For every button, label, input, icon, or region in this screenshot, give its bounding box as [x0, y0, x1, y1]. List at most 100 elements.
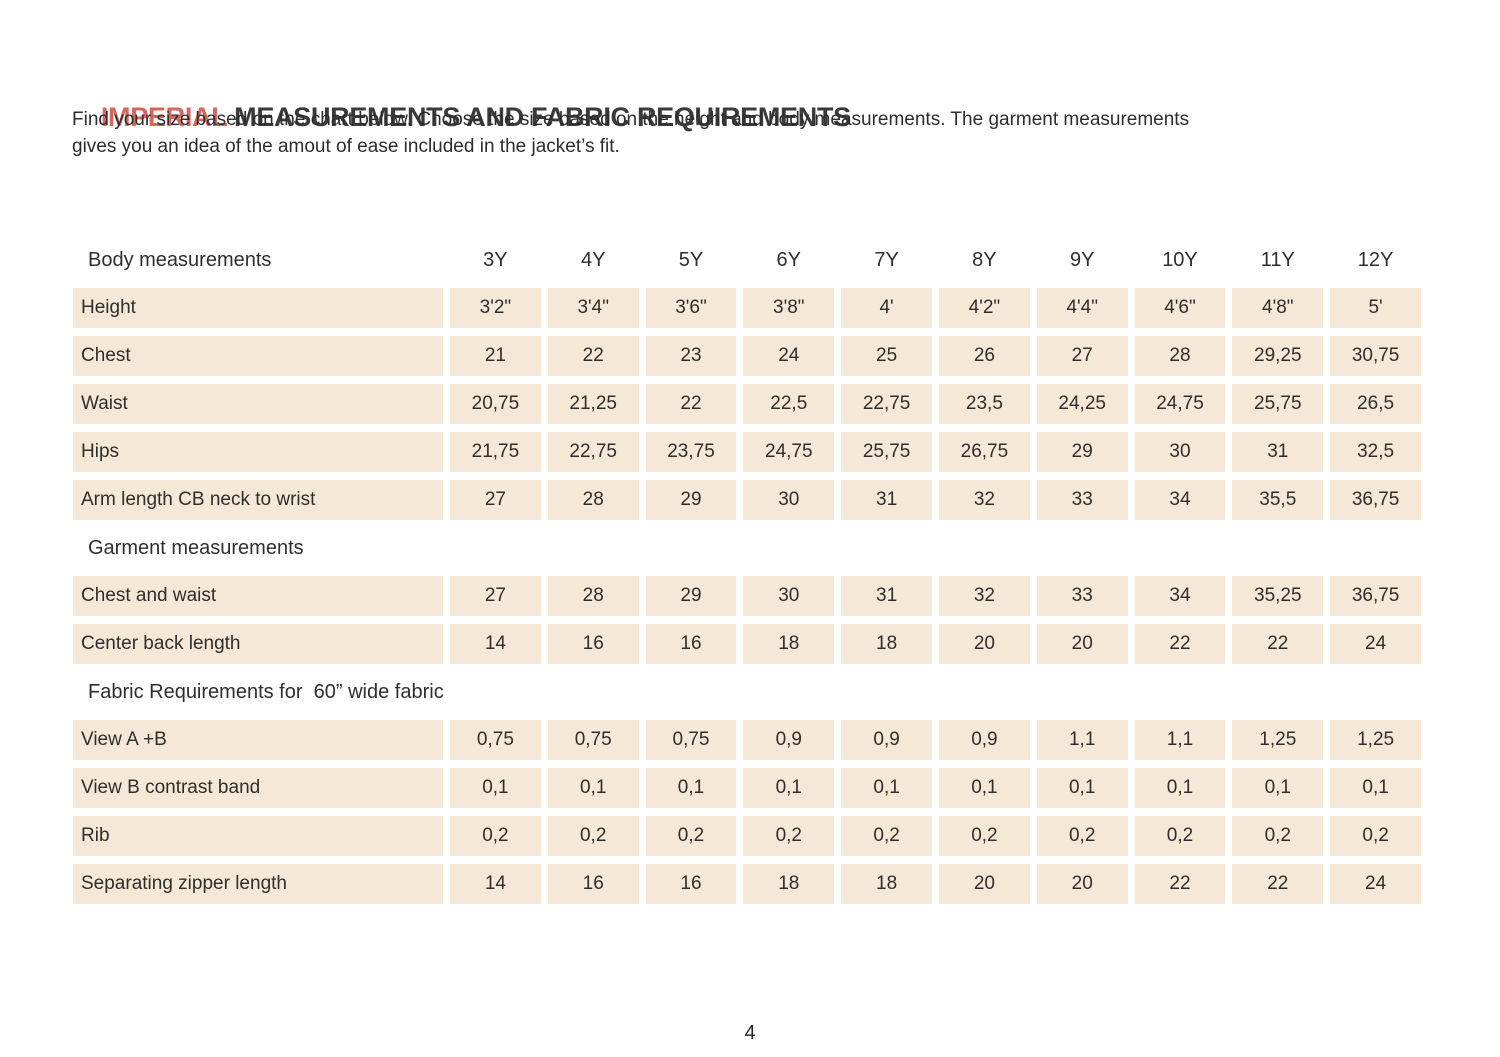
- value-cell: 24: [1330, 624, 1421, 664]
- value-cell: 20: [1036, 864, 1128, 904]
- value-cell: 0,1: [1330, 768, 1421, 808]
- value-cell: 34: [1134, 576, 1226, 616]
- value-cell: 21: [450, 336, 541, 376]
- value-cell: 3'6": [645, 288, 737, 328]
- size-table: Body measurements 3Y 4Y 5Y 6Y 7Y 8Y 9Y 10Y 11Y 12Y…: [73, 240, 1421, 912]
- value-cell: 33: [1036, 576, 1128, 616]
- value-cell: 28: [547, 480, 639, 520]
- value-cell: 0,1: [1036, 768, 1128, 808]
- value-cell: 3'4": [547, 288, 639, 328]
- value-cell: 27: [1036, 336, 1128, 376]
- value-cell: 35,5: [1232, 480, 1324, 520]
- row-label: Rib: [73, 816, 443, 856]
- value-cell: 0,1: [743, 768, 835, 808]
- size-column-header: 12Y: [1357, 248, 1394, 271]
- value-cell: 0,2: [1330, 816, 1421, 856]
- value-cell: 5': [1330, 288, 1421, 328]
- title-highlight: IMPERIAL: [100, 102, 227, 132]
- value-cell: 0,2: [841, 816, 932, 856]
- value-cell: 24: [743, 336, 835, 376]
- table-row: Chest and waist 27 28 29 30 31 32 33 34 35,25 36,7…: [73, 576, 1421, 616]
- section-header-label: Garment measurements: [88, 536, 304, 559]
- table-row: Center back length 14 16 16 18 18 20 20 22 22 24: [73, 624, 1421, 664]
- value-cell: 0,1: [841, 768, 932, 808]
- table-row: Chest 21 22 23 24 25 26 27 28 29,25 30,75: [73, 336, 1421, 376]
- value-cell: 18: [743, 864, 835, 904]
- value-cell: 0,1: [939, 768, 1030, 808]
- size-column-header: 6Y: [776, 248, 802, 271]
- row-label: Waist: [73, 384, 443, 424]
- section-header-row: Garment measurements: [73, 528, 1421, 568]
- value-cell: 36,75: [1330, 576, 1421, 616]
- value-cell: 20,75: [450, 384, 541, 424]
- value-cell: 4': [841, 288, 932, 328]
- value-cell: 28: [1134, 336, 1226, 376]
- value-cell: 0,1: [645, 768, 737, 808]
- table-row: Waist 20,75 21,25 22 22,5 22,75 23,5 24,25 24,75…: [73, 384, 1421, 424]
- row-label: View B contrast band: [73, 768, 443, 808]
- value-cell: 0,2: [645, 816, 737, 856]
- size-column-header: 7Y: [874, 248, 899, 271]
- value-cell: 27: [450, 480, 541, 520]
- value-cell: 4'2": [939, 288, 1030, 328]
- value-cell: 24,75: [1134, 384, 1226, 424]
- value-cell: 25,75: [841, 432, 932, 472]
- value-cell: 25: [841, 336, 932, 376]
- value-cell: 0,75: [450, 720, 541, 760]
- value-cell: 23,75: [645, 432, 737, 472]
- value-cell: 0,2: [1134, 816, 1226, 856]
- section-header-row: Body measurements 3Y 4Y 5Y 6Y 7Y 8Y 9Y 10Y 11Y 12Y: [73, 240, 1421, 280]
- value-cell: 26,75: [939, 432, 1030, 472]
- value-cell: 32: [939, 576, 1030, 616]
- value-cell: 21,75: [450, 432, 541, 472]
- value-cell: 0,2: [939, 816, 1030, 856]
- page-subtitle: Find your size based on the chart below.…: [72, 106, 1189, 160]
- value-cell: 22: [1232, 624, 1324, 664]
- value-cell: 20: [939, 864, 1030, 904]
- value-cell: 20: [939, 624, 1030, 664]
- row-label: Chest and waist: [73, 576, 443, 616]
- value-cell: 16: [547, 864, 639, 904]
- row-label: Chest: [73, 336, 443, 376]
- value-cell: 22: [1232, 864, 1324, 904]
- subtitle-line-1: Find your size based on the chart below.…: [72, 109, 1190, 130]
- value-cell: 0,9: [743, 720, 835, 760]
- value-cell: 33: [1036, 480, 1128, 520]
- value-cell: 0,2: [743, 816, 835, 856]
- table-row: Arm length CB neck to wrist 27 28 29 30 31 32 3…: [73, 480, 1421, 520]
- table-row: View B contrast band 0,1 0,1 0,1 0,1 0,1 0,1 0,…: [73, 768, 1421, 808]
- row-label: Center back length: [73, 624, 443, 664]
- value-cell: 32: [939, 480, 1030, 520]
- value-cell: 24: [1330, 864, 1421, 904]
- value-cell: 0,1: [547, 768, 639, 808]
- size-column-header: 4Y: [580, 248, 606, 271]
- value-cell: 31: [1232, 432, 1324, 472]
- table-row: Separating zipper length 14 16 16 18 18 20 20 22…: [73, 864, 1421, 904]
- value-cell: 0,1: [450, 768, 541, 808]
- value-cell: 25,75: [1232, 384, 1324, 424]
- value-cell: 18: [841, 624, 932, 664]
- value-cell: 0,1: [1232, 768, 1324, 808]
- value-cell: 1,1: [1036, 720, 1128, 760]
- row-label: View A +B: [73, 720, 443, 760]
- size-column-header: 10Y: [1162, 248, 1198, 271]
- value-cell: 0,9: [939, 720, 1030, 760]
- value-cell: 30: [743, 576, 835, 616]
- value-cell: 0,9: [841, 720, 932, 760]
- value-cell: 22: [547, 336, 639, 376]
- value-cell: 30,75: [1330, 336, 1421, 376]
- value-cell: 0,1: [1134, 768, 1226, 808]
- value-cell: 0,75: [645, 720, 737, 760]
- size-column-header: 3Y: [483, 248, 508, 271]
- size-column-header: 11Y: [1260, 248, 1295, 271]
- value-cell: 32,5: [1330, 432, 1421, 472]
- value-cell: 18: [743, 624, 835, 664]
- row-label: Arm length CB neck to wrist: [73, 480, 443, 520]
- size-column-header: 9Y: [1069, 248, 1095, 271]
- value-cell: 26,5: [1330, 384, 1421, 424]
- value-cell: 29: [645, 480, 737, 520]
- value-cell: 30: [1134, 432, 1226, 472]
- value-cell: 1,25: [1330, 720, 1421, 760]
- value-cell: 27: [450, 576, 541, 616]
